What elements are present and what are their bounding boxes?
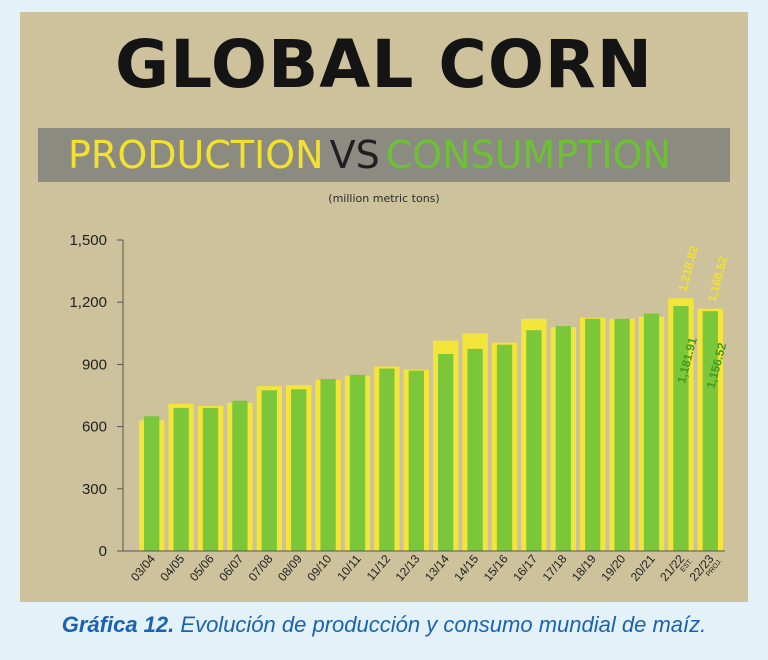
consumption-bar xyxy=(291,389,307,551)
x-tick-label: 16/17 xyxy=(510,552,540,584)
subtitle-production: PRODUCTION xyxy=(68,133,324,177)
chart-panel: GLOBAL CORN PRODUCTION VS CONSUMPTION (mil… xyxy=(20,12,748,602)
consumption-bar xyxy=(467,348,483,551)
subtitle-consumption: CONSUMPTION xyxy=(385,133,671,177)
consumption-bar xyxy=(202,407,219,551)
x-tick-label: 20/21 xyxy=(628,552,658,584)
consumption-bar xyxy=(408,370,424,551)
consumption-bar xyxy=(496,344,513,551)
consumption-bar xyxy=(673,305,689,551)
caption-text: Evolución de producción y consumo mundia… xyxy=(180,612,707,637)
x-tick-label: 04/05 xyxy=(157,552,187,584)
x-tick-label: 08/09 xyxy=(275,552,305,584)
x-tick-label: 17/18 xyxy=(540,552,570,584)
y-tick-label: 300 xyxy=(82,481,107,498)
consumption-bar xyxy=(144,416,160,551)
consumption-bar xyxy=(379,368,395,551)
y-tick-label: 600 xyxy=(82,419,107,436)
consumption-bar xyxy=(614,318,630,551)
consumption-bar xyxy=(702,311,718,551)
production-value-label: 1,168.52 xyxy=(705,254,731,303)
consumption-bar xyxy=(526,330,542,551)
consumption-bar xyxy=(585,318,601,551)
x-tick-label: 06/07 xyxy=(216,552,246,584)
consumption-bar xyxy=(555,326,571,551)
x-tick-label: 15/16 xyxy=(481,552,511,584)
production-value-label: 1,218.82 xyxy=(675,244,701,293)
unit-label: (million metric tons) xyxy=(328,192,440,205)
x-tick-label: 09/10 xyxy=(304,552,334,584)
y-tick-label: 0 xyxy=(99,543,107,560)
subtitle-vs: VS xyxy=(329,133,380,177)
y-tick-label: 1,500 xyxy=(69,232,107,249)
x-tick-label: 05/06 xyxy=(187,552,217,584)
consumption-bar xyxy=(438,354,454,551)
subtitle-band: PRODUCTION VS CONSUMPTION xyxy=(38,128,730,182)
consumption-bar xyxy=(173,407,189,551)
x-tick-label: 19/20 xyxy=(598,552,628,584)
consumption-bar xyxy=(261,390,277,551)
x-tick-label: 03/04 xyxy=(128,552,158,584)
x-tick-label: 11/12 xyxy=(364,552,394,584)
consumption-bar xyxy=(232,400,248,551)
caption-label: Gráfica 12. xyxy=(61,612,175,637)
consumption-bar xyxy=(320,378,336,551)
consumption-bar xyxy=(349,374,366,551)
x-tick-label: 12/13 xyxy=(393,552,423,584)
y-tick-label: 900 xyxy=(82,356,107,373)
figure-caption: Gráfica 12. Evolución de producción y co… xyxy=(0,612,768,638)
subtitle-text: PRODUCTION VS CONSUMPTION xyxy=(68,128,671,182)
x-tick-label: 10/11 xyxy=(334,552,364,584)
x-tick-label: 07/08 xyxy=(246,552,276,584)
chart-title: GLOBAL CORN xyxy=(114,26,653,103)
y-tick-label: 1,200 xyxy=(69,294,107,311)
bar-chart: 0 300 600 900 1,200 1,500 03/04 04/05 05/06 06/07… xyxy=(69,232,731,584)
x-tick-label: 14/15 xyxy=(451,552,481,584)
x-tick-label: 18/19 xyxy=(569,552,599,584)
consumption-bar xyxy=(643,313,660,551)
x-tick-label: 13/14 xyxy=(422,552,452,584)
